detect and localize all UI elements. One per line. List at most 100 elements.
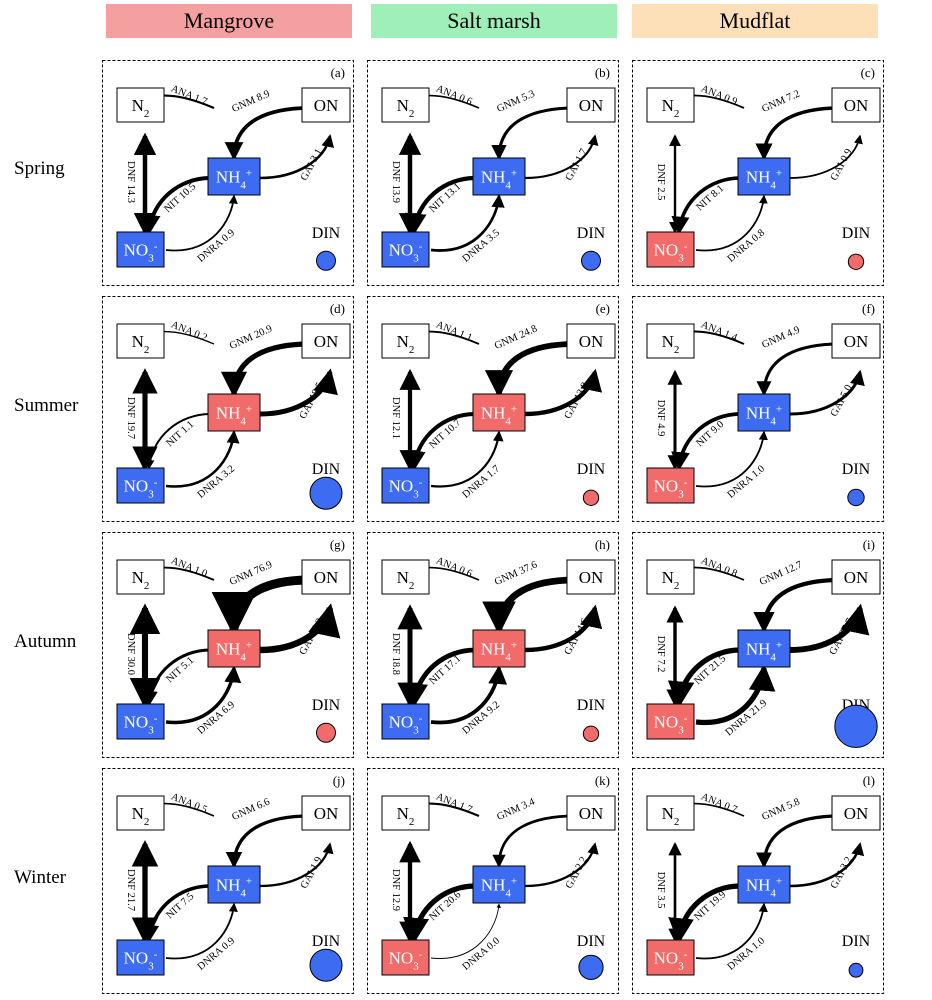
n2-node-box xyxy=(116,795,165,831)
din-circle xyxy=(847,253,865,270)
flux-label-dnra: DNRA 0.0 xyxy=(461,935,502,972)
n2-node-label-main: N xyxy=(397,804,409,823)
flux-arrow-dnra xyxy=(695,902,768,960)
no3-node-box xyxy=(646,467,695,504)
season-label-spring: Spring xyxy=(14,158,65,179)
nh4-node-label-sub: 4 xyxy=(505,416,511,428)
din-label: DIN xyxy=(312,461,341,478)
habitat-header-salt-marsh: Salt marsh xyxy=(371,4,617,38)
nh4-node-label: NH4+ xyxy=(481,640,517,664)
n2-node-label-sub: 2 xyxy=(144,344,150,356)
flux-label-gai: GAI 1.7 xyxy=(564,147,590,183)
flux-arrow-gnm xyxy=(753,577,841,634)
nh4-node-label: NH4+ xyxy=(481,404,517,428)
flux-label-nit: NIT 1.1 xyxy=(164,419,196,449)
flux-arrow-gai xyxy=(259,368,338,417)
din-label: DIN xyxy=(577,225,606,242)
din-circle xyxy=(316,722,336,743)
on-node-label-main: ON xyxy=(844,332,869,351)
nh4-node-label-main: NH xyxy=(746,404,771,423)
flux-arrow-nit xyxy=(404,175,476,236)
flux-arrow-gai xyxy=(789,369,865,416)
nh4-node-label-sup: + xyxy=(511,876,517,888)
nh4-node-label-sup: + xyxy=(776,168,782,180)
no3-node-label: NO3- xyxy=(124,949,158,973)
nh4-node-label-sub: 4 xyxy=(505,652,511,664)
panel-border xyxy=(367,532,619,758)
on-node-label: ON xyxy=(579,96,604,115)
no3-node-label-main: NO xyxy=(654,477,679,496)
n2-node-label: N2 xyxy=(397,332,415,356)
nh4-node-label-sup: + xyxy=(246,168,252,180)
no3-node-label-sup: - xyxy=(154,949,158,961)
nh4-node-label: NH4+ xyxy=(216,640,252,664)
flux-label-gai: GAI 5.0 xyxy=(829,383,855,419)
on-node-label: ON xyxy=(579,568,604,587)
flux-arrow-dnra xyxy=(695,664,776,726)
no3-node-label-sup: - xyxy=(419,713,423,725)
din-label: DIN xyxy=(577,461,606,478)
flux-arrow-gai xyxy=(789,134,863,179)
flux-label-gnm: GNM 3.4 xyxy=(495,796,537,823)
no3-node-label-main: NO xyxy=(654,713,679,732)
flux-arrow-gai xyxy=(524,134,599,180)
flux-arrow-gnm xyxy=(211,575,311,637)
n2-node-box xyxy=(646,559,695,595)
on-node-label: ON xyxy=(844,568,869,587)
panel-border xyxy=(632,532,884,758)
flux-label-gnm: GNM 4.9 xyxy=(760,325,801,351)
nh4-node-label-main: NH xyxy=(216,876,241,895)
season-label-winter: Winter xyxy=(14,867,66,888)
flux-label-gai: GAI 1.9 xyxy=(299,855,325,891)
n2-node-label-main: N xyxy=(132,804,144,823)
flux-label-ana: ANA 1.7 xyxy=(434,791,473,815)
no3-node-label-sup: - xyxy=(684,477,688,489)
panel-border xyxy=(632,296,884,522)
nh4-node-box xyxy=(207,629,261,668)
nh4-node-label-main: NH xyxy=(216,640,241,659)
no3-node-label: NO3- xyxy=(124,713,158,737)
n2-node-label: N2 xyxy=(397,96,415,120)
panel-id: (h) xyxy=(595,537,610,552)
n2-node-label: N2 xyxy=(397,568,415,592)
n2-node-label: N2 xyxy=(132,568,150,592)
no3-node-label-main: NO xyxy=(124,477,149,496)
nh4-node-label-sub: 4 xyxy=(770,180,776,192)
nh4-node-label: NH4+ xyxy=(216,168,252,192)
nh4-node-label-main: NH xyxy=(746,168,771,187)
nh4-node-label-main: NH xyxy=(481,168,506,187)
nh4-node-label-sup: + xyxy=(776,640,782,652)
nh4-node-label: NH4+ xyxy=(216,404,252,428)
no3-node-label: NO3- xyxy=(654,241,688,265)
on-node-label: ON xyxy=(844,332,869,351)
nh4-node-label-sub: 4 xyxy=(505,888,511,900)
n2-node-label-sub: 2 xyxy=(674,344,680,356)
on-node-box xyxy=(566,795,616,831)
flux-label-ana: ANA 0.2 xyxy=(169,319,208,343)
no3-node-label-sup: - xyxy=(684,713,688,725)
n2-node-label: N2 xyxy=(132,332,150,356)
no3-node-box xyxy=(116,703,165,740)
no3-node-label: NO3- xyxy=(654,713,688,737)
n2-node-label-main: N xyxy=(132,568,144,587)
no3-node-label: NO3- xyxy=(654,477,688,501)
no3-node-label: NO3- xyxy=(389,477,423,501)
on-node-box xyxy=(831,323,881,359)
panel-id: (e) xyxy=(596,301,610,316)
nh4-node-label-main: NH xyxy=(216,168,241,187)
flux-arrow-gai xyxy=(259,603,341,654)
nh4-node-label-sub: 4 xyxy=(240,652,246,664)
on-node-label-main: ON xyxy=(844,568,869,587)
no3-node-label-sup: - xyxy=(154,241,158,253)
nh4-node-box xyxy=(472,865,526,904)
no3-node-label-sub: 3 xyxy=(678,725,684,737)
flux-arrow-nit xyxy=(403,883,476,944)
nh4-node-label: NH4+ xyxy=(746,168,782,192)
flux-arrow-dnra xyxy=(695,430,768,488)
din-label: DIN xyxy=(312,697,341,714)
flux-arrow-dnra xyxy=(165,665,242,725)
on-node-label-main: ON xyxy=(314,332,339,351)
